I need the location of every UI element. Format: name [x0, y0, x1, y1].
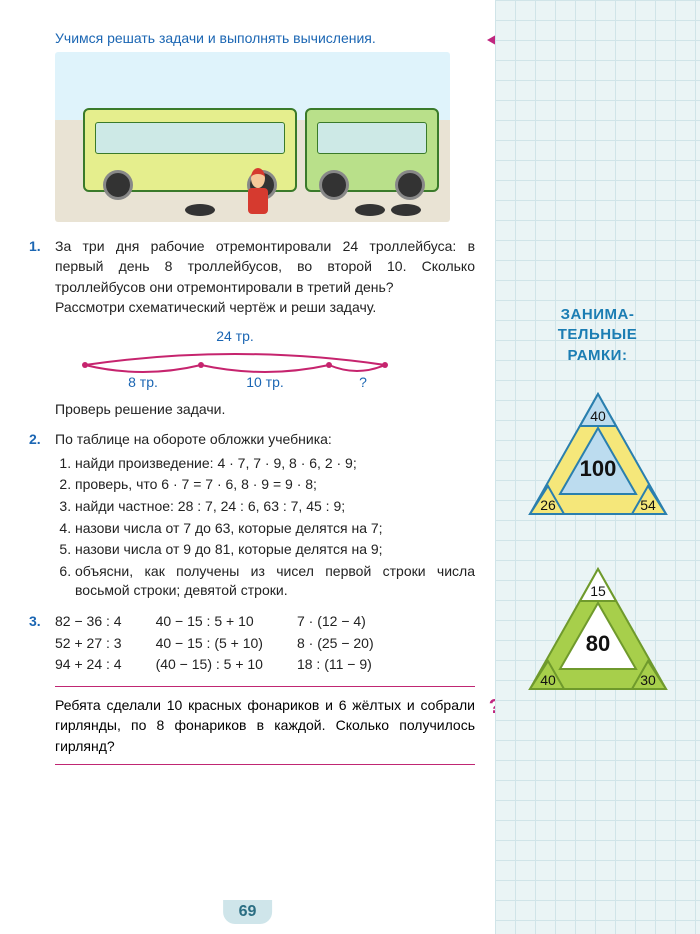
list-item: назови числа от 9 до 81, которые делятся… [75, 540, 475, 560]
task-1: 1. За три дня рабочие отремонтировали 24… [55, 236, 475, 419]
task-number: 1. [29, 236, 41, 256]
sidebar: ЗАНИМА- ТЕЛЬНЫЕ РАМКИ: 100 40 26 54 [495, 0, 700, 934]
page-heading: Учимся решать задачи и выполнять вычисле… [55, 30, 475, 46]
sidebar-title-line: ЗАНИМА- [561, 306, 635, 323]
triangle-puzzle-1: 100 40 26 54 [518, 386, 678, 531]
list-item: объясни, как получены из чисел первой ст… [75, 562, 475, 601]
expr: (40 − 15) : 5 + 10 [156, 654, 263, 676]
expr: 40 − 15 : 5 + 10 [156, 611, 263, 633]
task-1-hint: Рассмотри схематический чертёж и реши за… [55, 297, 475, 317]
tri2-br: 30 [640, 672, 656, 688]
expr: 40 − 15 : (5 + 10) [156, 633, 263, 655]
task-3-col-3: 7 · (12 − 4) 8 · (25 − 20) 18 : (11 − 9) [297, 611, 374, 676]
tri2-center: 80 [585, 631, 609, 656]
sidebar-title-line: ТЕЛЬНЫЕ [558, 326, 638, 343]
task-number: 3. [29, 611, 41, 631]
diagram-c: ? [359, 374, 367, 390]
main-content: Учимся решать задачи и выполнять вычисле… [0, 0, 495, 934]
illustration [55, 52, 450, 222]
triangle-puzzle-2: 80 15 40 30 [518, 561, 678, 706]
tri1-br: 54 [640, 497, 656, 513]
expr: 7 · (12 − 4) [297, 611, 374, 633]
task-1-diagram: 24 тр. 8 тр. 10 тр. ? [55, 327, 475, 393]
task-3: 3. 82 − 36 : 4 52 + 27 : 3 94 + 24 : 4 4… [55, 611, 475, 676]
task-3-col-2: 40 − 15 : 5 + 10 40 − 15 : (5 + 10) (40 … [156, 611, 263, 676]
list-item: назови числа от 7 до 63, которые делятся… [75, 519, 475, 539]
task-2-list: найди произведение: 4 · 7, 7 · 9, 8 · 6,… [55, 454, 475, 601]
tri2-bl: 40 [540, 672, 556, 688]
diagram-b: 10 тр. [246, 374, 284, 390]
list-item: найди частное: 28 : 7, 24 : 6, 63 : 7, 4… [75, 497, 475, 517]
expr: 18 : (11 − 9) [297, 654, 374, 676]
expr: 82 − 36 : 4 [55, 611, 122, 633]
diagram-a: 8 тр. [128, 374, 158, 390]
expr: 94 + 24 : 4 [55, 654, 122, 676]
bottom-task-text: Ребята сделали 10 красных фонариков и 6 … [55, 697, 475, 754]
list-item: найди произведение: 4 · 7, 7 · 9, 8 · 6,… [75, 454, 475, 474]
list-item: проверь, что 6 · 7 = 7 · 6, 8 · 9 = 9 · … [75, 475, 475, 495]
tri1-center: 100 [579, 456, 616, 481]
mechanic-illustration [245, 168, 271, 214]
task-3-col-1: 82 − 36 : 4 52 + 27 : 3 94 + 24 : 4 [55, 611, 122, 676]
heading-text: Учимся решать задачи и выполнять вычисле… [55, 30, 376, 46]
task-2: 2. По таблице на обороте обложки учебник… [55, 429, 475, 600]
tri1-bl: 26 [540, 497, 556, 513]
diagram-total: 24 тр. [216, 328, 254, 344]
tri1-top: 40 [590, 408, 606, 424]
expr: 52 + 27 : 3 [55, 633, 122, 655]
page-number: 69 [223, 900, 273, 924]
task-2-text: По таблице на обороте обложки учебника: [55, 429, 475, 449]
task-1-check: Проверь решение задачи. [55, 399, 475, 419]
task-number: 2. [29, 429, 41, 449]
tri2-top: 15 [590, 583, 606, 599]
sidebar-title-line: РАМКИ: [568, 347, 628, 364]
sidebar-title: ЗАНИМА- ТЕЛЬНЫЕ РАМКИ: [505, 305, 690, 366]
bottom-task: Ребята сделали 10 красных фонариков и 6 … [55, 686, 475, 765]
task-1-text: За три дня рабочие отремонтировали 24 тр… [55, 236, 475, 297]
expr: 8 · (25 − 20) [297, 633, 374, 655]
